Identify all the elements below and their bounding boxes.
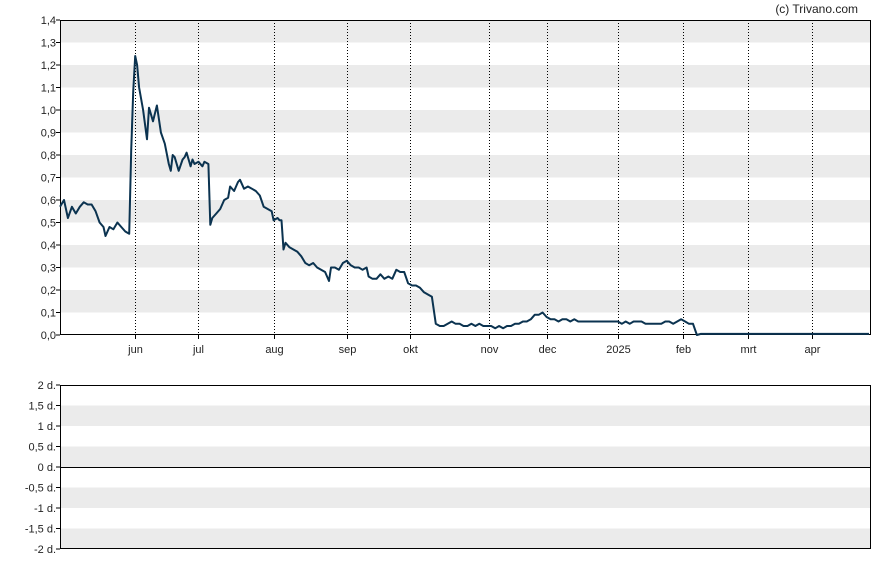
x-tick-label: jun (127, 344, 143, 356)
y-tick-label: -2 d. (34, 544, 56, 556)
y-tick-label: 1,1 (41, 83, 56, 95)
y-tick-label: 0,0 (41, 330, 56, 342)
x-tick-label: dec (539, 344, 557, 356)
grid-band (60, 528, 871, 549)
x-tick-label: 2025 (606, 344, 630, 356)
y-tick-label: 1,4 (41, 15, 56, 27)
grid-band (60, 200, 871, 223)
y-tick-label: 1 d. (38, 421, 56, 433)
y-tick-label: 1,2 (41, 60, 56, 72)
x-tick-label: sep (339, 344, 357, 356)
y-tick-label: 0,9 (41, 128, 56, 140)
x-tick-label: okt (403, 344, 418, 356)
x-tick-label: nov (481, 344, 499, 356)
plot-frame (60, 385, 871, 549)
y-tick-label: 1,0 (41, 105, 56, 117)
x-tick-label: jul (192, 344, 204, 356)
y-tick-label: 0,5 d. (28, 442, 56, 454)
x-tick-label: feb (676, 344, 691, 356)
grid-band (60, 290, 871, 313)
y-tick-label: 1,5 d. (28, 401, 56, 413)
price-series-line (59, 55, 869, 336)
y-tick-label: 0,2 (41, 285, 56, 297)
grid-band (60, 487, 871, 508)
grid-band (60, 446, 871, 467)
grid-band (60, 405, 871, 426)
y-tick-label: 0,1 (41, 308, 56, 320)
y-tick-label: -1,5 d. (25, 524, 56, 536)
y-tick-label: 0,8 (41, 150, 56, 162)
x-tick-label: apr (805, 344, 821, 356)
grid-band (60, 20, 871, 43)
y-tick-label: 0,3 (41, 263, 56, 275)
grid-band (60, 65, 871, 88)
y-tick-label: 0 d. (38, 462, 56, 474)
x-tick-label: mrt (741, 344, 757, 356)
grid-band (60, 245, 871, 268)
y-tick-label: -1 d. (34, 503, 56, 515)
y-tick-label: 0,4 (41, 240, 56, 252)
y-tick-label: 0,7 (41, 173, 56, 185)
grid-band (60, 155, 871, 178)
x-tick-label: aug (265, 344, 283, 356)
plot-frame (60, 20, 871, 335)
y-tick-label: 2 d. (38, 380, 56, 392)
y-tick-label: -0,5 d. (25, 483, 56, 495)
credit-label: (c) Trivano.com (775, 2, 858, 16)
y-tick-label: 1,3 (41, 38, 56, 50)
grid-band (60, 110, 871, 133)
y-tick-label: 0,5 (41, 218, 56, 230)
y-tick-label: 0,6 (41, 195, 56, 207)
